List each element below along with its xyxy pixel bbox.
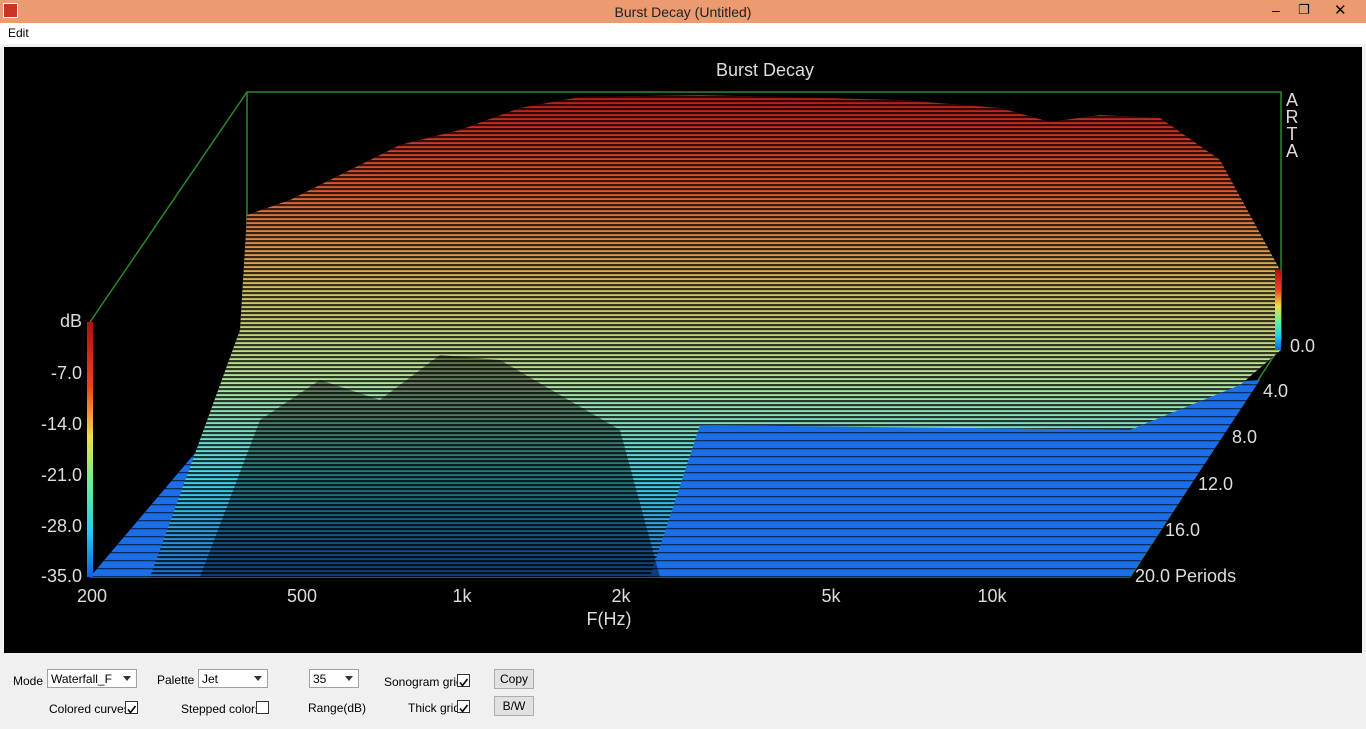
period-tick-label: 16.0	[1165, 520, 1200, 540]
checkbox[interactable]	[125, 701, 138, 714]
app-icon	[3, 3, 18, 18]
window-title: Burst Decay (Untitled)	[614, 4, 752, 20]
menu-bar: Edit	[0, 23, 1366, 44]
plot-title: Burst Decay	[716, 60, 814, 80]
checkbox[interactable]	[256, 701, 269, 714]
restore-button[interactable]: ❐	[1298, 2, 1310, 17]
palette-select[interactable]: Jet	[198, 669, 268, 688]
close-button[interactable]: ✕	[1334, 2, 1347, 19]
z-tick-label: -28.0	[41, 516, 82, 536]
control-panel: Mode Waterfall_F Palette Jet 35 Range(dB…	[0, 655, 1366, 729]
check-mark	[127, 705, 137, 714]
menu-item[interactable]: Edit	[8, 26, 29, 40]
range-label: Range(dB)	[308, 701, 367, 715]
stepped-colors-label: Stepped colors	[181, 702, 262, 716]
z-tick-label: -14.0	[41, 414, 82, 434]
mode-select[interactable]: Waterfall_F	[47, 669, 137, 688]
watermark-letter: T	[1287, 124, 1298, 144]
colored-curves-label: Colored curves	[49, 702, 130, 716]
bw-button[interactable]: B/W	[494, 696, 534, 716]
palette-label: Palette	[157, 673, 195, 687]
checkbox[interactable]	[457, 674, 470, 687]
title-bar: Burst Decay (Untitled) – ❐ ✕	[0, 0, 1366, 23]
waterfall-dips	[200, 355, 660, 577]
checkbox[interactable]	[457, 700, 470, 713]
color-edge	[1275, 270, 1281, 350]
check-mark	[459, 704, 469, 713]
range-spinner[interactable]: 35	[309, 669, 359, 688]
x-tick-label: 5k	[821, 586, 841, 606]
check-mark	[459, 678, 469, 687]
period-tick-label: 0.0	[1290, 336, 1315, 356]
z-tick-label: -35.0	[41, 566, 82, 586]
minimize-button[interactable]: –	[1272, 2, 1280, 18]
watermark-letter: A	[1286, 90, 1298, 110]
z-tick-label: -7.0	[51, 363, 82, 383]
sonogram-grid-label: Sonogram grid	[384, 675, 463, 689]
color-bar	[87, 322, 93, 577]
x-tick-label: 1k	[452, 586, 472, 606]
waterfall-mesh	[150, 95, 1281, 577]
period-tick-label: 12.0	[1198, 474, 1233, 494]
thick-grid-label: Thick grid	[408, 701, 461, 715]
period-tick-label: 20.0 Periods	[1135, 566, 1236, 586]
copy-button[interactable]: Copy	[494, 669, 534, 689]
z-unit: dB	[60, 311, 82, 331]
x-tick-label: 10k	[977, 586, 1007, 606]
x-tick-label: 2k	[611, 586, 631, 606]
x-tick-label: 200	[77, 586, 107, 606]
x-tick-label: 500	[287, 586, 317, 606]
period-tick-label: 4.0	[1263, 381, 1288, 401]
z-tick-label: -21.0	[41, 465, 82, 485]
x-axis-label: F(Hz)	[587, 609, 632, 629]
watermark-letter: A	[1286, 141, 1298, 161]
period-tick-label: 8.0	[1232, 427, 1257, 447]
watermark-letter: R	[1286, 107, 1299, 127]
mode-label: Mode	[13, 674, 44, 688]
